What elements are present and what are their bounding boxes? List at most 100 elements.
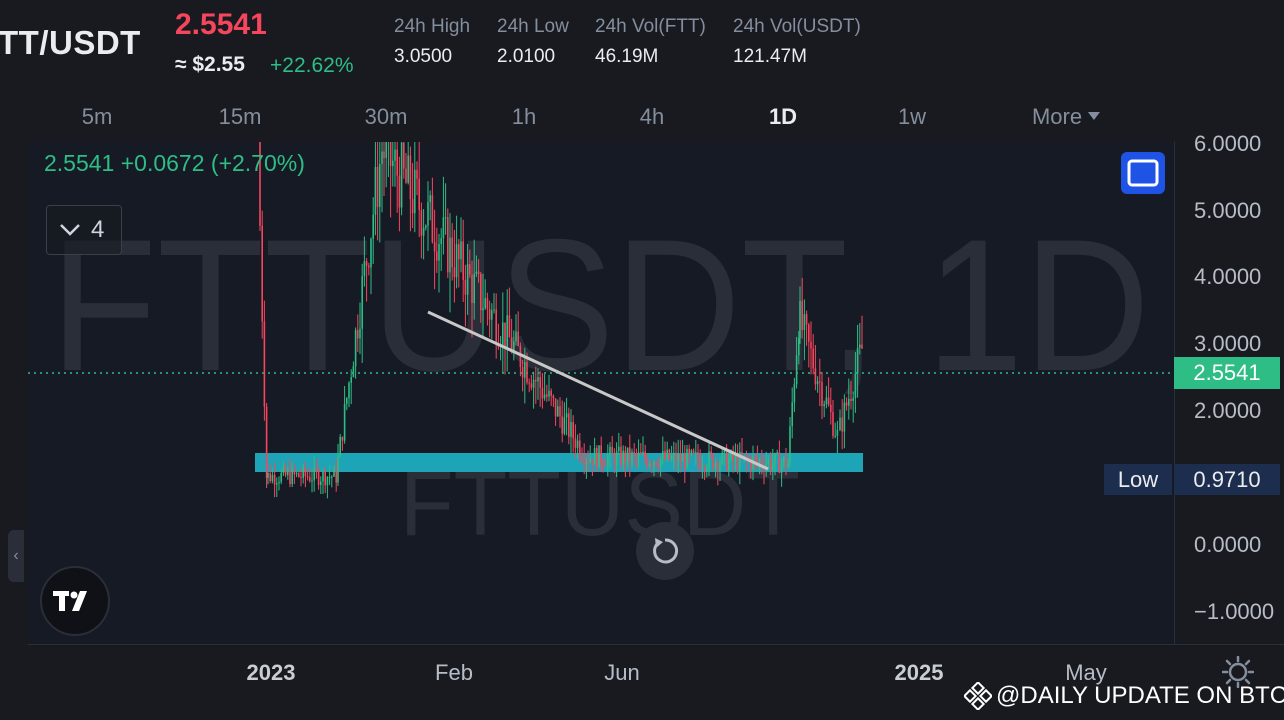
indicator-count: 4 [91, 216, 105, 243]
candle-up [565, 413, 568, 418]
candle-down [365, 261, 368, 266]
candle-down [684, 454, 686, 469]
candle-up [449, 237, 451, 273]
candle-down [324, 471, 326, 486]
stat-value: 121.47M [733, 46, 807, 67]
candle-up [721, 452, 723, 464]
candle-down [416, 169, 418, 179]
stat-value: 3.0500 [394, 46, 453, 67]
candle-down [447, 217, 449, 273]
candle-up [502, 322, 504, 346]
candle-down [552, 395, 555, 399]
candle-up [852, 397, 854, 401]
time-axis[interactable] [28, 644, 1284, 700]
candle-up [734, 455, 737, 461]
descending-trendline [427, 310, 769, 471]
candle-down [535, 379, 537, 382]
candle-down [756, 457, 759, 462]
indicator-toggle-button[interactable]: 4 [46, 205, 122, 255]
fullscreen-button[interactable] [1121, 152, 1165, 194]
candle-down [624, 450, 627, 463]
stat-label: 24h Low [497, 16, 569, 37]
candle-up [843, 402, 846, 432]
tab-more[interactable]: More [1032, 104, 1101, 130]
candle-down [530, 383, 533, 388]
candle-up [780, 463, 783, 473]
candle-down [504, 322, 506, 349]
candle-down [517, 331, 519, 347]
tab-5m[interactable]: 5m [81, 104, 113, 129]
support-zone [255, 453, 863, 472]
caret-down-icon [1088, 112, 1101, 120]
sun-gear-icon [1221, 655, 1255, 689]
candle-down [611, 446, 613, 454]
candle-down [688, 448, 690, 454]
candle-down [259, 142, 261, 226]
candle-up [414, 169, 416, 214]
bottom-strip [0, 700, 1284, 720]
price-tick: −1.0000 [1194, 599, 1275, 624]
price-axis[interactable] [1174, 142, 1284, 644]
stat-value: 46.19M [595, 46, 659, 67]
candle-down [528, 382, 530, 384]
candle-up [598, 445, 600, 468]
candle-up [422, 227, 425, 236]
tradingview-logo[interactable] [40, 566, 110, 636]
candle-up [392, 160, 394, 167]
candle-up [282, 467, 285, 473]
candle-down [812, 348, 814, 369]
candle-up [767, 459, 770, 465]
candle-up [442, 217, 445, 239]
tab-30m[interactable]: 30m [364, 104, 408, 129]
tab-15m[interactable]: 15m [218, 104, 262, 129]
stat-24h-low: 24h Low 2.0100 [497, 16, 569, 68]
candle-up [622, 450, 624, 465]
reset-chart-button[interactable] [636, 522, 694, 580]
tab-1d[interactable]: 1D [768, 104, 798, 129]
candle-down [273, 474, 276, 485]
chevron-left-icon: ‹ [13, 547, 19, 564]
time-tick: May [1065, 660, 1107, 685]
price-change-percent: +22.62% [270, 54, 354, 77]
candle-down [341, 436, 344, 441]
candle-down [736, 455, 739, 470]
candle-up [789, 426, 791, 463]
candle-down [284, 467, 287, 476]
candle-down [433, 242, 436, 252]
candle-down [587, 461, 589, 463]
candle-down [398, 175, 401, 208]
chart-settings-button[interactable] [1221, 655, 1255, 693]
candle-up [774, 453, 776, 463]
candle-up [856, 347, 859, 374]
low-label-badge: Low [1104, 464, 1172, 495]
candle-up [834, 435, 836, 437]
candle-up [493, 309, 495, 311]
candle-down [785, 457, 787, 468]
collapse-panel-tab[interactable]: ‹ [8, 530, 24, 582]
candle-up [460, 241, 462, 260]
candle-down [550, 390, 552, 396]
tab-1w[interactable]: 1w [897, 104, 927, 129]
credit-text: @DAILY UPDATE ON BTC [996, 682, 1284, 709]
candle-down [778, 452, 781, 473]
candle-up [322, 471, 324, 482]
candle-up [803, 314, 806, 331]
candle-down [409, 155, 412, 200]
chart-canvas[interactable]: FTTUSDT, 1D FTTUSDT [28, 142, 1174, 644]
candle-down [269, 473, 271, 482]
candle-down [712, 454, 715, 469]
candle-up [825, 397, 828, 405]
candle-down [486, 298, 489, 309]
candle-up [287, 470, 289, 476]
candle-up [331, 476, 333, 478]
tab-4h[interactable]: 4h [639, 104, 665, 129]
tab-1h[interactable]: 1h [511, 104, 537, 129]
candle-up [854, 373, 857, 398]
candle-down [574, 438, 577, 448]
price-tick: 5.0000 [1194, 198, 1262, 223]
tradingview-icon [53, 591, 87, 611]
candle-down [568, 413, 570, 437]
stat-label: 24h High [394, 16, 471, 37]
credit-watermark: @DAILY UPDATE ON BTC [964, 682, 1284, 710]
candle-down [304, 467, 307, 477]
